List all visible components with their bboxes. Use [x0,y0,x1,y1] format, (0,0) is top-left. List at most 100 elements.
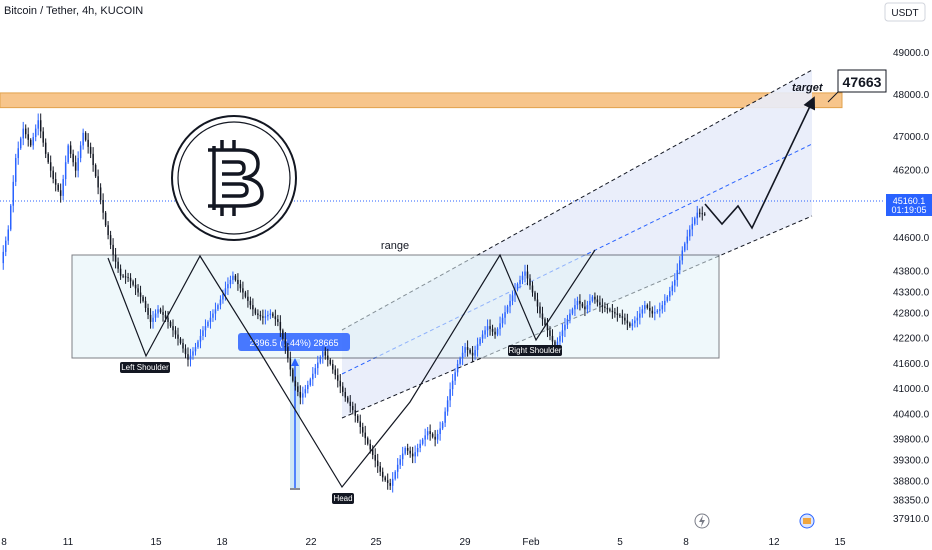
ascending-channel-fill [342,70,812,418]
time-tick-label: 15 [834,537,846,548]
candle-body [234,275,237,280]
candle-body [169,321,172,327]
candle-body [92,153,94,166]
candle-body [249,300,252,306]
candle-body [4,240,7,252]
candle-body [589,300,591,306]
candle-body [14,158,17,182]
candle-body [584,306,586,310]
candle-body [649,307,651,311]
price-tick-label: 41600.0 [893,359,930,370]
candle-body [97,176,99,188]
time-axis[interactable]: 8 11 15 18 22 25 29 Feb 5 8 12 15 [1,537,846,548]
candle-body [639,313,641,318]
candle-body [451,380,454,390]
candle-body [544,319,546,325]
candle-body [379,466,381,472]
candle-body [394,471,396,479]
candle-body [479,338,481,345]
candle-body [436,433,439,440]
candle-body [299,391,302,398]
measure-arrowhead [291,358,299,366]
measure-label: 2896.5 (7.44%) 28665 [249,338,338,348]
candle-body [661,305,664,310]
price-tick-label: 39800.0 [893,435,930,446]
candle-body [469,349,471,353]
candle-body [17,148,19,159]
candle-body [319,356,322,363]
candle-body [654,312,656,314]
time-tick-label: 29 [459,537,471,548]
candle-body [409,450,411,454]
candle-body [202,330,204,336]
candle-body [616,313,619,315]
candle-body [252,305,254,310]
candle-body [229,279,232,285]
candle-body [509,300,511,307]
candle-body [591,296,594,301]
chart-title: Bitcoin / Tether, 4h, KUCOIN [4,5,143,17]
price-tick-label: 43800.0 [893,267,930,278]
candle-body [551,335,554,342]
candle-body [349,401,352,406]
candle-body [79,145,82,159]
candle-body [684,243,686,251]
candle-body [609,309,611,311]
candle-body [396,464,399,472]
candle-body [279,321,282,331]
candle-body [162,312,164,315]
candle-body [646,305,649,308]
candle-body [596,299,599,303]
candle-body [137,288,139,293]
candle-body [614,312,616,314]
candle-body [419,443,421,448]
price-tick-label: 43300.0 [893,288,930,299]
candle-body [297,386,299,392]
candle-body [257,313,259,315]
candle-body [506,306,509,313]
head-label: Head [333,494,352,503]
candle-body [546,324,549,331]
candle-body [322,351,324,357]
candle-body [194,347,197,352]
candle-body [214,309,217,314]
price-axis[interactable]: 49000.048000.047000.046200.045400.044600… [893,48,930,525]
candle-body [434,436,436,440]
candle-body [361,426,364,433]
candle-body [277,319,279,322]
candle-body [549,330,551,336]
candle-body [244,292,247,297]
candle-body [94,165,97,177]
candle-body [384,477,386,481]
candle-body [37,120,39,129]
candle-body [406,447,409,451]
candle-body [399,459,401,465]
price-tick-label: 39300.0 [893,456,930,467]
currency-badge[interactable] [884,2,926,22]
candle-body [624,317,626,321]
candle-body [104,212,107,226]
candle-body [144,300,147,308]
candle-body [491,328,494,332]
candle-body [526,271,529,279]
candle-body [634,320,636,324]
candle-body [182,342,184,349]
candle-body [576,300,579,306]
target-value: 47663 [843,74,882,90]
candle-body [64,162,67,180]
candle-body [332,363,334,370]
candle-body [232,275,234,280]
candle-body [59,190,62,196]
candle-body [289,358,292,370]
flash-icon[interactable] [694,513,710,529]
price-tick-label: 46200.0 [893,166,930,177]
candle-body [644,305,646,310]
candle-body [676,270,679,280]
candle-body [312,373,314,380]
calendar-event-icon[interactable] [799,513,815,529]
candle-body [314,368,317,374]
candle-body [62,179,64,196]
candle-body [539,306,541,314]
candle-body [109,235,112,245]
